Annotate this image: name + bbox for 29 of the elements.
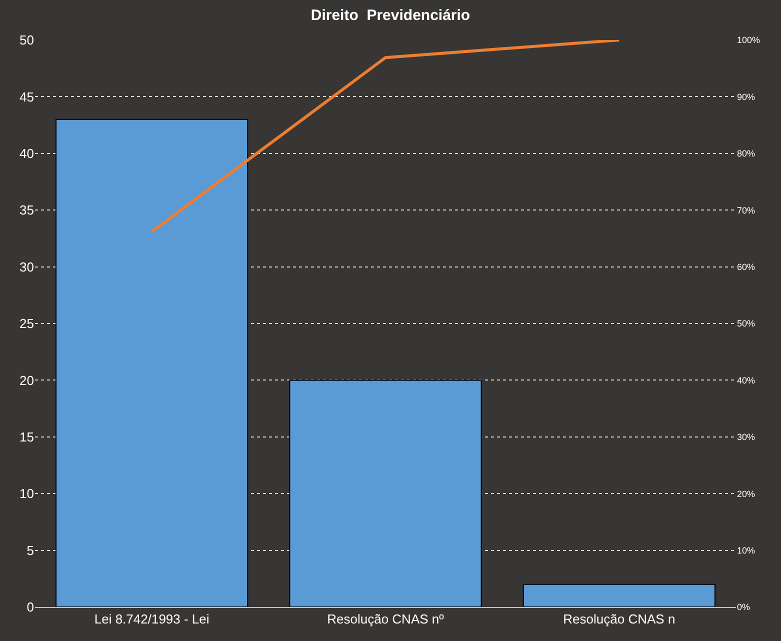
y-tick-label: 50 [20, 32, 34, 48]
y2-tick-label: 40% [737, 375, 756, 386]
y-tick-label: 25 [20, 316, 34, 332]
y-tick-label: 40 [20, 146, 34, 161]
y2-tick-label: 30% [737, 432, 756, 442]
y2-tick-label: 50% [737, 318, 756, 329]
bar [56, 118, 248, 607]
y-tick-label: 15 [20, 429, 34, 444]
y-tick-label: 45 [20, 89, 34, 104]
y2-tick-label: 100% [737, 35, 760, 46]
y2-tick-label: 70% [737, 205, 756, 216]
y-tick-label: 20 [20, 372, 34, 388]
y2-tick-label: 10% [737, 545, 756, 556]
x-tick-label: Lei 8.742/1993 - Lei [94, 612, 210, 627]
y2-tick-label: 20% [737, 488, 756, 499]
y-tick-label: 35 [20, 202, 34, 218]
bar [289, 380, 482, 607]
x-tick-label: Resolução CNAS n [563, 612, 676, 627]
y2-tick-label: 0% [737, 602, 750, 612]
y-tick-label: 10 [20, 486, 34, 502]
y-tick-label: 0 [26, 600, 34, 615]
chart-title: Direito Previdenciário [310, 7, 470, 24]
y-tick-label: 30 [20, 259, 34, 274]
y-tick-label: 5 [26, 542, 34, 558]
bar [522, 584, 716, 607]
y2-tick-label: 80% [737, 148, 756, 159]
y2-tick-label: 90% [737, 92, 756, 102]
y2-tick-label: 60% [737, 262, 756, 272]
x-tick-label: Resolução CNAS nº [327, 612, 444, 627]
